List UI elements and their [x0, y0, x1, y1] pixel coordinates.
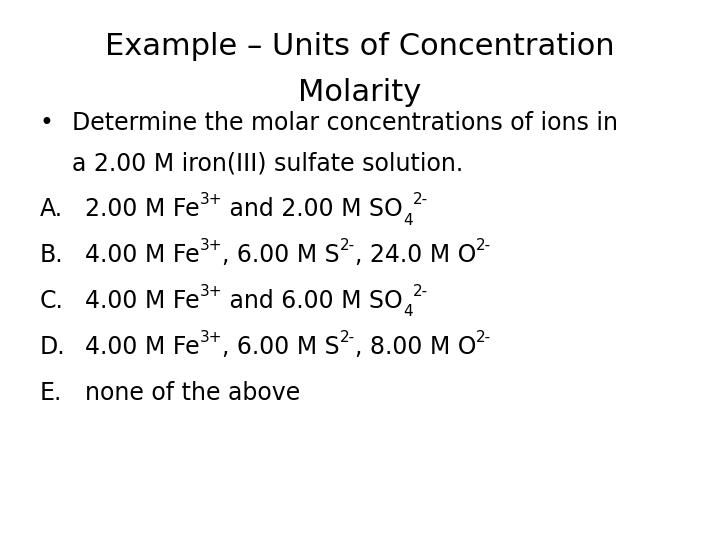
Text: 3+: 3+ — [199, 238, 222, 253]
Text: , 24.0 M O: , 24.0 M O — [355, 243, 476, 267]
Text: 2-: 2- — [413, 192, 428, 207]
Text: 3+: 3+ — [199, 330, 222, 345]
Text: a 2.00 M iron(III) sulfate solution.: a 2.00 M iron(III) sulfate solution. — [72, 151, 463, 175]
Text: D.: D. — [40, 335, 66, 359]
Text: 3+: 3+ — [199, 192, 222, 207]
Text: 4.00 M Fe: 4.00 M Fe — [85, 335, 199, 359]
Text: 4.00 M Fe: 4.00 M Fe — [85, 289, 199, 313]
Text: none of the above: none of the above — [85, 381, 300, 404]
Text: Determine the molar concentrations of ions in: Determine the molar concentrations of io… — [72, 111, 618, 134]
Text: C.: C. — [40, 289, 63, 313]
Text: 4.00 M Fe: 4.00 M Fe — [85, 243, 199, 267]
Text: , 6.00 M S: , 6.00 M S — [222, 335, 340, 359]
Text: 4: 4 — [402, 305, 413, 320]
Text: 2-: 2- — [340, 238, 355, 253]
Text: and 2.00 M SO: and 2.00 M SO — [222, 197, 402, 221]
Text: E.: E. — [40, 381, 62, 404]
Text: 3+: 3+ — [199, 284, 222, 299]
Text: •: • — [40, 111, 53, 134]
Text: , 6.00 M S: , 6.00 M S — [222, 243, 340, 267]
Text: and 6.00 M SO: and 6.00 M SO — [222, 289, 402, 313]
Text: 2.00 M Fe: 2.00 M Fe — [85, 197, 199, 221]
Text: 2-: 2- — [477, 330, 492, 345]
Text: , 8.00 M O: , 8.00 M O — [355, 335, 477, 359]
Text: 2-: 2- — [413, 284, 428, 299]
Text: Example – Units of Concentration: Example – Units of Concentration — [105, 32, 615, 62]
Text: A.: A. — [40, 197, 63, 221]
Text: 2-: 2- — [340, 330, 355, 345]
Text: B.: B. — [40, 243, 63, 267]
Text: 2-: 2- — [476, 238, 491, 253]
Text: Molarity: Molarity — [298, 78, 422, 107]
Text: 4: 4 — [402, 213, 413, 228]
